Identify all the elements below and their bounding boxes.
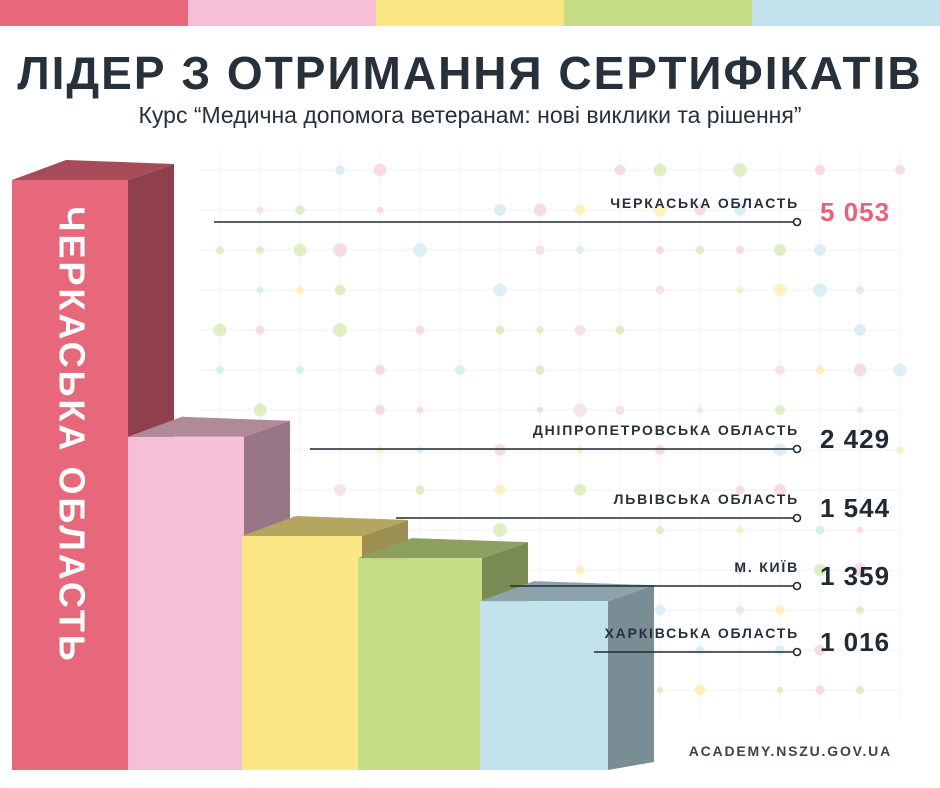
stripe-yellow — [376, 0, 564, 26]
page-title: ЛІДЕР З ОТРИМАННЯ СЕРТИФІКАТІВ — [17, 47, 923, 99]
value-label: 1 544 — [820, 493, 890, 523]
category-label: М. КИЇВ — [734, 559, 799, 575]
data-row: М. КИЇВ 1 359 — [510, 559, 890, 591]
leader-dot — [792, 444, 802, 454]
bar-top — [358, 538, 528, 559]
bar-top — [12, 160, 174, 180]
data-row: ЧЕРКАСЬКА ОБЛАСТЬ 5 053 — [214, 195, 890, 227]
stripe-green — [564, 0, 752, 26]
bar-front — [242, 535, 362, 770]
data-row: ХАРКІВСЬКА ОБЛАСТЬ 1 016 — [594, 625, 890, 657]
bar-top — [242, 515, 408, 536]
bar-front — [358, 558, 482, 770]
color-stripes — [0, 0, 940, 26]
category-label: ХАРКІВСЬКА ОБЛАСТЬ — [605, 625, 799, 641]
stripe-pink — [188, 0, 376, 26]
bar-front — [480, 601, 608, 770]
bar-front — [128, 436, 244, 770]
footer-url[interactable]: ACADEMY.NSZU.GOV.UA — [688, 743, 892, 759]
leader-dot — [792, 513, 802, 523]
leader-dot — [792, 647, 802, 657]
value-label: 1 016 — [820, 627, 890, 657]
leader-dot — [792, 217, 802, 227]
category-label: ЛЬВІВСЬКА ОБЛАСТЬ — [614, 491, 799, 507]
value-label: 5 053 — [820, 197, 890, 227]
value-label: 1 359 — [820, 561, 890, 591]
stripe-pink-red — [0, 0, 188, 26]
leader-lines-group: ЧЕРКАСЬКА ОБЛАСТЬ 5 053 ДНІПРОПЕТРОВСЬКА О… — [214, 195, 890, 657]
page-subtitle: Курс “Медична допомога ветеранам: нові в… — [138, 102, 802, 128]
bar-side — [608, 585, 654, 770]
value-label: 2 429 — [820, 424, 890, 454]
data-row: ДНІПРОПЕТРОВСЬКА ОБЛАСТЬ 2 429 — [310, 422, 890, 454]
category-label: ЧЕРКАСЬКА ОБЛАСТЬ — [610, 195, 799, 211]
bar-front — [12, 180, 128, 770]
bar-vertical-label: ЧЕРКАСЬКА ОБЛАСТЬ — [52, 206, 93, 664]
bar-top — [128, 416, 290, 437]
category-label: ДНІПРОПЕТРОВСЬКА ОБЛАСТЬ — [533, 422, 799, 438]
bar — [480, 581, 654, 770]
stripe-blue — [752, 0, 940, 26]
bars-group — [12, 160, 654, 770]
leader-dot — [792, 581, 802, 591]
data-row: ЛЬВІВСЬКА ОБЛАСТЬ 1 544 — [396, 491, 890, 523]
